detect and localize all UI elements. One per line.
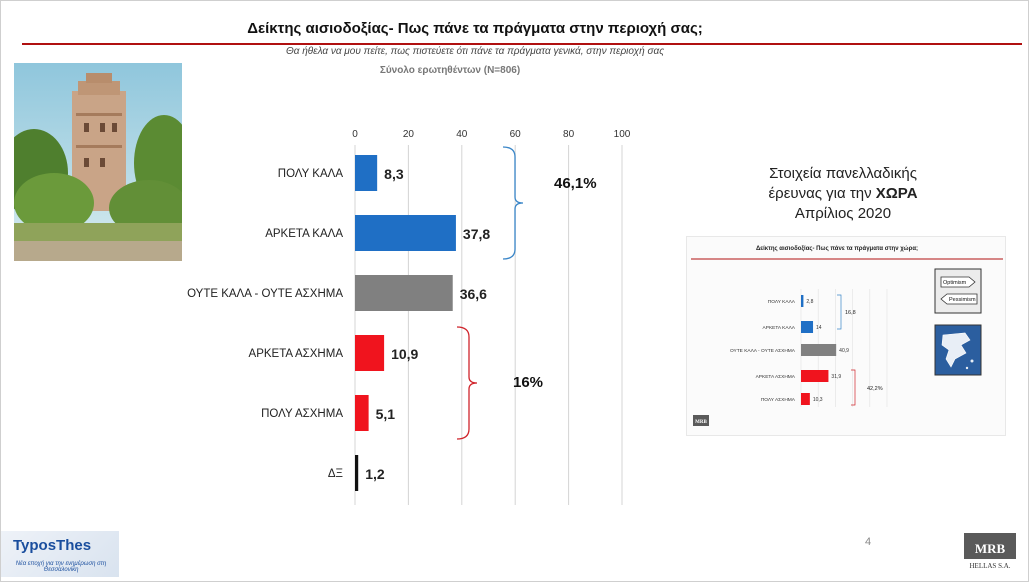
island-dot	[970, 359, 974, 363]
x-tick-label: 0	[352, 129, 358, 140]
mrb-subbrand: HELLAS S.A.	[969, 562, 1011, 570]
inset-data-label: 40,9	[839, 348, 849, 354]
sign-top-label: Optimism	[943, 280, 967, 286]
data-label: 1,2	[365, 466, 385, 482]
main-bar-chart: 0 20 40 60 80 100 ΠΟΛΥ ΚΑΛΑ 8,3 ΑΡΚΕΤΑ ΚΑΛΑ 37,8 Ο…	[187, 129, 631, 505]
data-label: 10,9	[391, 346, 418, 362]
inset-heading: Στοιχεία πανελλαδικής έρευνας για την ΧΩ…	[728, 164, 958, 224]
data-label: 5,1	[376, 406, 396, 422]
x-tick-label: 100	[614, 129, 631, 140]
category-label: ΑΡΚΕΤΑ ΑΣΧΗΜΑ	[249, 348, 344, 360]
x-tick-label: 60	[510, 129, 522, 140]
inset-heading-prefix: έρευνας για την	[768, 185, 876, 202]
inset-category-label: ΟΥΤΕ ΚΑΛΑ - ΟΥΤΕ ΑΣΧΗΜΑ	[730, 348, 796, 354]
inset-bar	[801, 295, 804, 307]
inset-heading-line3: Απρίλιος 2020	[794, 205, 892, 222]
inset-category-label: ΠΟΛΥ ΚΑΛΑ	[768, 299, 796, 305]
mrb-logo-box	[964, 533, 1016, 559]
inset-category-label: ΑΡΚΕΤΑ ΚΑΛΑ	[763, 325, 796, 331]
category-label: ΟΥΤΕ ΚΑΛΑ - ΟΥΤΕ ΑΣΧΗΜΑ	[187, 288, 343, 300]
group-total-label: 46,1%	[554, 175, 597, 192]
group-brace	[456, 326, 478, 440]
inset-bar	[801, 393, 810, 405]
mrb-brand: MRB	[974, 541, 1006, 556]
group-brace	[502, 146, 524, 260]
bar	[355, 335, 385, 371]
bar	[355, 395, 369, 431]
data-label: 8,3	[384, 166, 404, 182]
slide-title: Δείκτης αισιοδοξίας- Πως πάνε τα πράγματ…	[247, 20, 703, 37]
x-tick-label: 40	[456, 129, 468, 140]
page-number: 4	[865, 536, 872, 548]
slide-subtitle: Θα ήθελα να μου πείτε, πως πιστεύετε ότι…	[285, 46, 665, 57]
signpost-icon	[934, 268, 982, 314]
data-label: 37,8	[463, 226, 490, 242]
bar	[355, 455, 359, 491]
photo-illustration	[14, 63, 182, 261]
inset-brace	[851, 369, 856, 406]
bar	[355, 275, 453, 311]
inset-data-label: 2,8	[806, 299, 813, 305]
mrb-logo: MRB HELLAS S.A.	[962, 533, 1018, 575]
category-label: ΔΞ	[328, 468, 343, 480]
inset-national-chart: Δείκτης αισιοδοξίας- Πως πάνε τα πράγματ…	[686, 236, 1006, 436]
inset-heading-bold: ΧΩΡΑ	[875, 185, 918, 202]
inset-heading-line1: Στοιχεία πανελλαδικής	[769, 165, 917, 182]
inset-mrb-text: MRB	[695, 420, 707, 425]
inset-category-label: ΑΡΚΕΤΑ ΑΣΧΗΜΑ	[756, 374, 796, 380]
bar	[355, 215, 456, 251]
title-rule	[22, 43, 1022, 45]
inset-data-label: 31,9	[831, 374, 841, 380]
x-tick-label: 80	[563, 129, 575, 140]
inset-chart-title: Δείκτης αισιοδοξίας- Πως πάνε τα πράγματ…	[756, 246, 918, 252]
x-tick-label: 20	[403, 129, 415, 140]
category-label: ΑΡΚΕΤΑ ΚΑΛΑ	[265, 228, 343, 240]
bar	[355, 155, 378, 191]
typosthes-brand: TyposThes	[13, 537, 92, 554]
inset-group-label: 42,2%	[867, 386, 883, 392]
white-tower-photo	[14, 63, 182, 261]
inset-mrb-mark	[693, 415, 709, 426]
inset-group-label: 16,8	[845, 310, 856, 316]
group-total-label: 16%	[513, 374, 543, 391]
typosthes-tagline: Νέα εποχή για την ενημέρωση στη Θεσσαλον…	[15, 561, 107, 573]
typosthes-logo: TyposThes Νέα εποχή για την ενημέρωση στ…	[1, 531, 119, 577]
signpost-arrow-right	[940, 276, 976, 288]
inset-brace	[837, 294, 842, 330]
inset-bar	[801, 370, 829, 382]
sample-base: Σύνολο ερωτηθέντων (Ν=806)	[379, 65, 521, 76]
inset-heading-line2: έρευνας για την ΧΩΡΑ	[728, 184, 958, 204]
greece-shape	[941, 332, 971, 368]
category-label: ΠΟΛΥ ΚΑΛΑ	[278, 168, 344, 180]
inset-bar	[801, 321, 814, 333]
category-label: ΠΟΛΥ ΑΣΧΗΜΑ	[261, 408, 343, 420]
inset-category-label: ΠΟΛΥ ΑΣΧΗΜΑ	[761, 397, 796, 403]
sign-bottom-label: Pessimism	[949, 297, 976, 303]
inset-bar	[801, 344, 837, 356]
inset-data-label: 10,3	[813, 397, 823, 403]
island-dot	[965, 366, 969, 370]
inset-chart-svg: Δείκτης αισιοδοξίας- Πως πάνε τα πράγματ…	[691, 246, 1003, 426]
signpost-arrow-left	[940, 293, 978, 305]
inset-data-label: 14	[816, 325, 822, 331]
data-label: 36,6	[460, 286, 487, 302]
